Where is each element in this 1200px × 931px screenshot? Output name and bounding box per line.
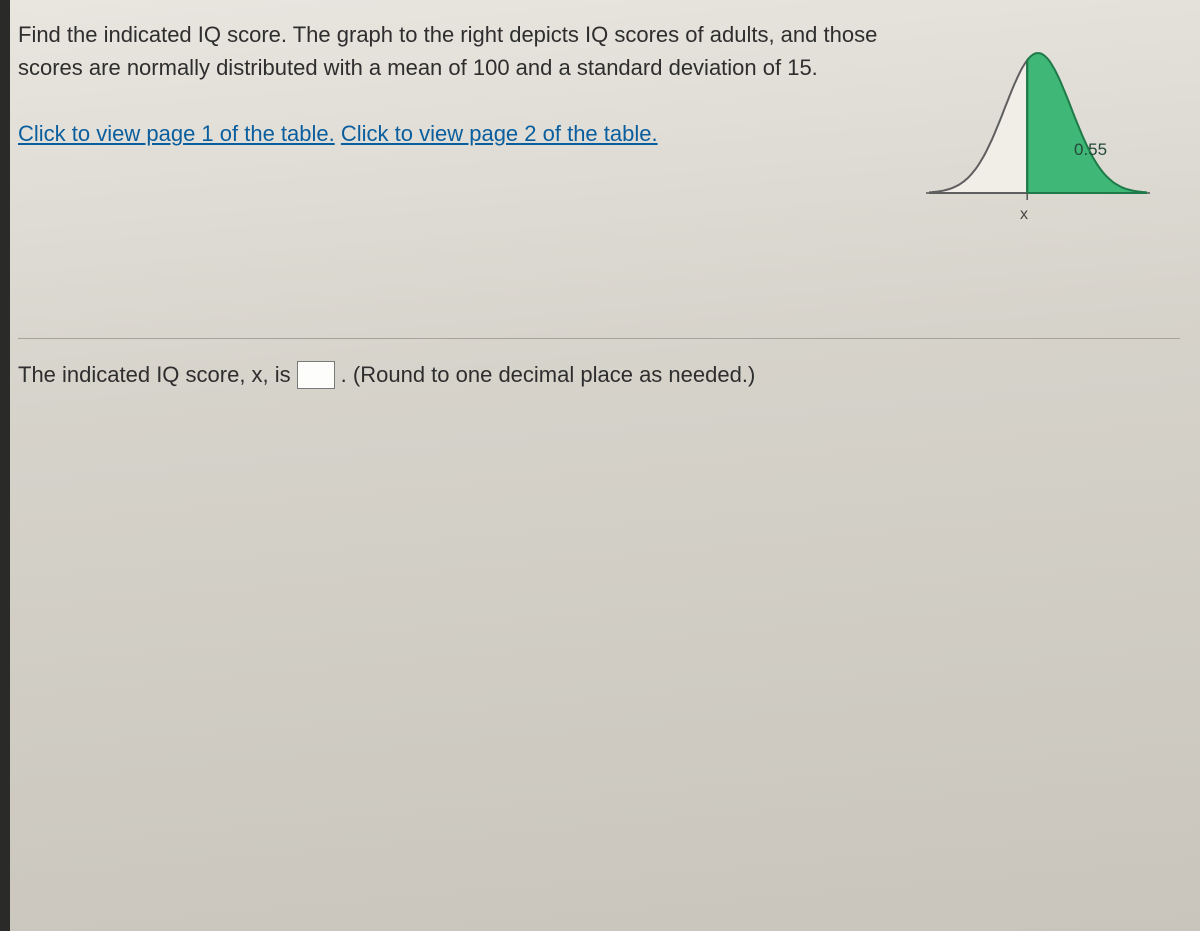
x-axis-label: x [1020,206,1028,224]
answer-input[interactable] [297,361,335,389]
normal-curve-graph: 0.55 x [918,18,1178,248]
table-page-1-link[interactable]: Click to view page 1 of the table. [18,121,335,146]
page: Find the indicated IQ score. The graph t… [0,0,1200,931]
question-block: Find the indicated IQ score. The graph t… [18,18,888,150]
normal-curve-svg [918,18,1158,218]
table-page-2-link[interactable]: Click to view page 2 of the table. [341,121,658,146]
answer-suffix: . (Round to one decimal place as needed.… [341,362,756,388]
shaded-area-value: 0.55 [1074,140,1107,160]
answer-row: The indicated IQ score, x, is . (Round t… [18,361,1180,389]
question-text: Find the indicated IQ score. The graph t… [18,22,877,80]
top-row: Find the indicated IQ score. The graph t… [18,18,1180,248]
section-divider [18,338,1180,339]
content-area: Find the indicated IQ score. The graph t… [10,0,1200,931]
answer-prefix: The indicated IQ score, x, is [18,362,291,388]
left-margin-bar [0,0,10,931]
